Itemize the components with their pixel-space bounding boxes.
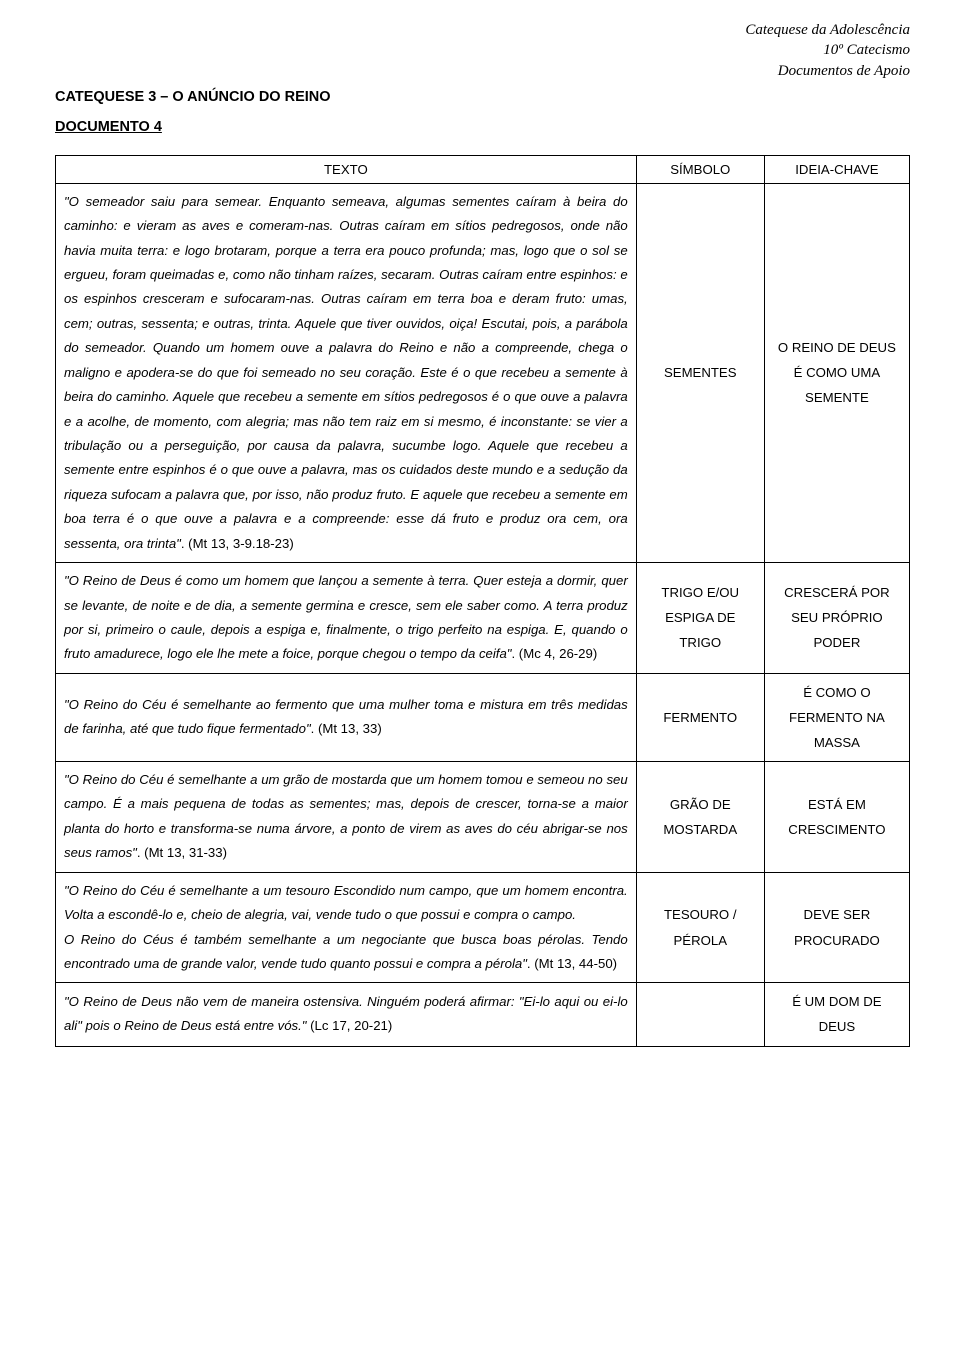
quote-ref: . (Mt 13, 31-33) xyxy=(137,845,227,860)
quote-ref: (Lc 17, 20-21) xyxy=(306,1018,392,1033)
ideia-cell: DEVE SER PROCURADO xyxy=(764,872,909,983)
simbolo-cell: FERMENTO xyxy=(636,673,764,761)
header-line-1: Catequese da Adolescência xyxy=(55,20,910,40)
header-meta: Catequese da Adolescência 10º Catecismo … xyxy=(55,20,910,81)
simbolo-cell xyxy=(636,983,764,1046)
document-number: DOCUMENTO 4 xyxy=(55,119,910,135)
ideia-cell: O REINO DE DEUS É COMO UMA SEMENTE xyxy=(764,183,909,562)
table-row: "O Reino do Céu é semelhante a um tesour… xyxy=(56,872,910,983)
ideia-cell: ESTÁ EM CRESCIMENTO xyxy=(764,762,909,873)
texto-cell: "O semeador saiu para semear. Enquanto s… xyxy=(56,183,637,562)
simbolo-cell: TRIGO E/OU ESPIGA DE TRIGO xyxy=(636,563,764,674)
quote-ref: . (Mt 13, 3-9.18-23) xyxy=(181,536,294,551)
col-header-ideia: IDEIA-CHAVE xyxy=(764,155,909,183)
simbolo-cell: TESOURO / PÉROLA xyxy=(636,872,764,983)
texto-cell: "O Reino do Céu é semelhante a um tesour… xyxy=(56,872,637,983)
texto-cell: "O Reino de Deus não vem de maneira oste… xyxy=(56,983,637,1046)
quote-ref: . (Mt 13, 44-50) xyxy=(527,956,617,971)
quote-text-a: "O Reino do Céu é semelhante a um tesour… xyxy=(64,883,628,922)
table-row: "O Reino do Céu é semelhante ao fermento… xyxy=(56,673,910,761)
col-header-texto: TEXTO xyxy=(56,155,637,183)
header-line-2: 10º Catecismo xyxy=(55,40,910,60)
ideia-cell: É UM DOM DE DEUS xyxy=(764,983,909,1046)
quote-ref: . (Mt 13, 33) xyxy=(311,721,382,736)
quote-text: "O semeador saiu para semear. Enquanto s… xyxy=(64,194,628,551)
texto-cell: "O Reino do Céu é semelhante ao fermento… xyxy=(56,673,637,761)
table-row: "O Reino do Céu é semelhante a um grão d… xyxy=(56,762,910,873)
table-header-row: TEXTO SÍMBOLO IDEIA-CHAVE xyxy=(56,155,910,183)
ideia-cell: É COMO O FERMENTO NA MASSA xyxy=(764,673,909,761)
ideia-cell: CRESCERÁ POR SEU PRÓPRIO PODER xyxy=(764,563,909,674)
quote-ref: . (Mc 4, 26-29) xyxy=(511,646,597,661)
table-row: "O Reino de Deus não vem de maneira oste… xyxy=(56,983,910,1046)
content-table: TEXTO SÍMBOLO IDEIA-CHAVE "O semeador sa… xyxy=(55,155,910,1047)
texto-cell: "O Reino de Deus é como um homem que lan… xyxy=(56,563,637,674)
header-line-3: Documentos de Apoio xyxy=(55,61,910,81)
texto-cell: "O Reino do Céu é semelhante a um grão d… xyxy=(56,762,637,873)
table-row: "O semeador saiu para semear. Enquanto s… xyxy=(56,183,910,562)
simbolo-cell: GRÃO DE MOSTARDA xyxy=(636,762,764,873)
simbolo-cell: SEMENTES xyxy=(636,183,764,562)
page-title: CATEQUESE 3 – O ANÚNCIO DO REINO xyxy=(55,89,910,105)
table-row: "O Reino de Deus é como um homem que lan… xyxy=(56,563,910,674)
col-header-simbolo: SÍMBOLO xyxy=(636,155,764,183)
